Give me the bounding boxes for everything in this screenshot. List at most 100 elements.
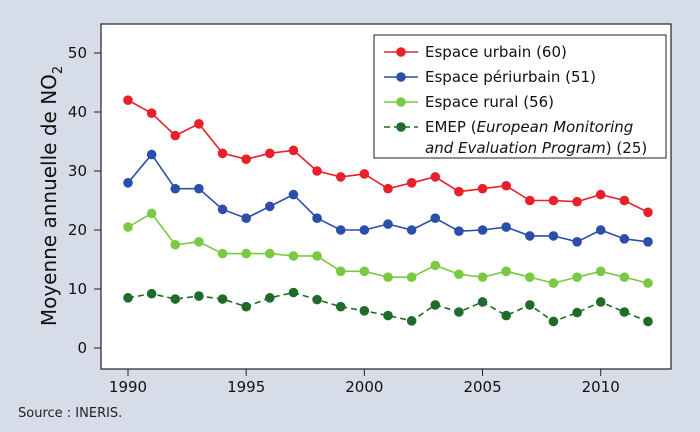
data-point: [477, 183, 488, 194]
y-tick-label: 0: [77, 339, 87, 357]
data-point: [501, 310, 511, 321]
data-point: [217, 248, 228, 259]
data-point: [595, 225, 606, 235]
legend-label: EMEP (European Monitoring: [425, 118, 633, 136]
data-point: [454, 186, 464, 197]
x-tick-label: 1990: [109, 378, 147, 396]
data-point: [383, 310, 393, 321]
data-point: [501, 180, 511, 191]
data-point: [312, 213, 322, 223]
data-point: [123, 178, 133, 188]
data-point: [572, 307, 582, 318]
series-0: [123, 95, 653, 218]
data-point: [288, 145, 299, 156]
data-point: [170, 239, 181, 250]
data-point: [123, 95, 133, 105]
data-point: [265, 248, 275, 259]
data-point: [312, 166, 322, 176]
data-point: [194, 291, 204, 301]
data-point: [619, 234, 630, 244]
data-point: [265, 293, 275, 303]
data-point: [123, 222, 133, 232]
data-point: [359, 306, 370, 316]
data-point: [335, 225, 346, 235]
legend-box: [373, 34, 667, 159]
data-point: [312, 251, 322, 261]
data-point: [170, 183, 181, 194]
data-point: [359, 225, 370, 235]
data-point: [619, 195, 630, 206]
data-point: [406, 178, 417, 188]
data-point: [477, 297, 488, 307]
series-3: [123, 287, 653, 327]
data-point: [525, 231, 535, 241]
data-point: [643, 278, 653, 288]
data-point: [288, 189, 299, 200]
data-point: [454, 226, 464, 236]
data-point: [288, 251, 299, 261]
data-point: [241, 213, 251, 223]
x-tick-label: 2005: [463, 378, 501, 396]
data-point: [595, 189, 606, 200]
data-point: [170, 130, 181, 141]
data-point: [572, 272, 582, 283]
data-point: [454, 307, 464, 317]
data-point: [335, 301, 346, 312]
legend: Espace urbain (60) Espace périurbain (51)…: [373, 34, 667, 159]
legend-item-1: Espace périurbain (51): [384, 68, 596, 86]
data-point: [548, 195, 559, 206]
data-point: [548, 231, 559, 241]
data-point: [146, 149, 157, 160]
data-point: [217, 294, 228, 304]
data-point: [643, 207, 653, 218]
data-point: [312, 294, 322, 305]
legend-item-2: Espace rural (56): [384, 93, 554, 111]
data-point: [477, 272, 488, 283]
data-point: [288, 287, 299, 298]
data-point: [265, 201, 275, 212]
data-point: [241, 301, 251, 312]
data-point: [146, 208, 157, 219]
data-point: [430, 172, 441, 182]
x-tick-label: 1995: [227, 378, 265, 396]
source-note: Source : INERIS.: [18, 406, 123, 421]
data-point: [123, 293, 133, 303]
legend-label: Espace rural (56): [425, 93, 554, 111]
data-point: [572, 196, 582, 207]
data-point: [643, 316, 653, 327]
y-tick-label: 30: [68, 162, 87, 180]
y-tick-label: 50: [68, 44, 87, 62]
data-point: [430, 260, 441, 271]
data-point: [454, 269, 464, 280]
y-axis-label: Moyenne annuelle de NO2: [37, 66, 66, 326]
data-point: [572, 237, 582, 247]
legend-label-line2: and Evaluation Program) (25): [425, 139, 647, 157]
data-point: [430, 213, 441, 223]
data-point: [548, 278, 559, 288]
data-point: [643, 237, 653, 247]
data-point: [595, 266, 606, 277]
data-point: [265, 148, 275, 159]
axes: 1990 1995 2000 2005 2010 0 10 20 30 40 50: [68, 44, 620, 396]
data-point: [217, 204, 228, 215]
data-point: [501, 266, 511, 277]
series-2: [123, 208, 653, 288]
legend-label: Espace périurbain (51): [425, 68, 596, 86]
legend-marker: [396, 97, 406, 107]
data-point: [406, 272, 417, 283]
data-point: [406, 225, 417, 235]
legend-marker: [396, 72, 406, 82]
legend-item-3: EMEP (European Monitoring and Evaluation …: [384, 118, 647, 157]
data-point: [525, 272, 535, 283]
data-point: [383, 183, 393, 194]
data-point: [359, 169, 370, 179]
data-point: [217, 148, 228, 159]
data-point: [477, 225, 488, 235]
series-1: [123, 149, 653, 247]
data-point: [146, 108, 157, 118]
data-point: [501, 222, 511, 232]
x-tick-label: 2010: [582, 378, 620, 396]
data-point: [383, 272, 393, 283]
data-point: [383, 219, 393, 229]
